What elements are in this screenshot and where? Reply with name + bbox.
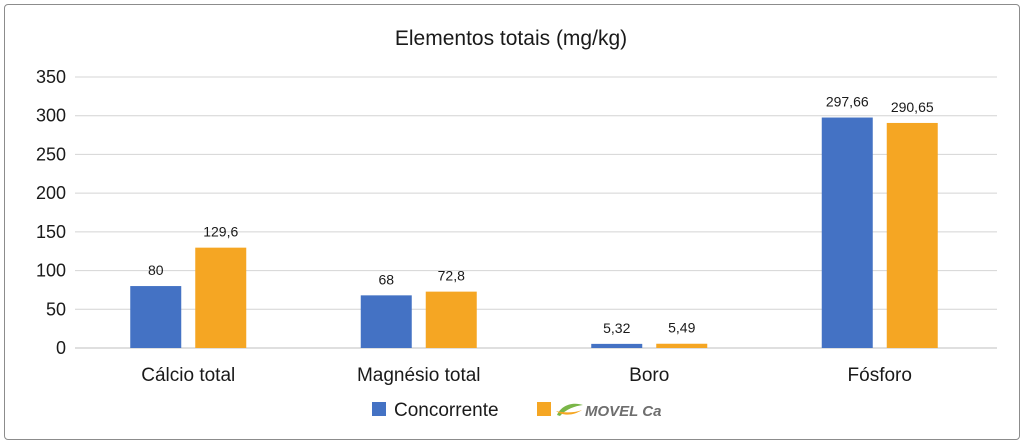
data-label: 68: [378, 271, 394, 287]
bar-movel-ca: [886, 122, 938, 348]
bars: [130, 117, 938, 348]
y-tick-label: 100: [36, 261, 66, 281]
y-tick-label: 300: [36, 106, 66, 126]
legend-swatch-concorrente: [372, 402, 386, 416]
y-tick-label: 200: [36, 183, 66, 203]
data-label: 80: [148, 262, 164, 278]
category-label: Cálcio total: [141, 365, 235, 386]
data-labels: 80 129,6 68 72,8 5,32 5,49 297,66 290,65: [148, 94, 934, 336]
data-label: 5,32: [603, 320, 630, 336]
bar-movel-ca: [195, 247, 247, 348]
bar-concorrente: [360, 295, 412, 348]
category-label: Boro: [629, 365, 669, 386]
data-label: 297,66: [826, 94, 869, 110]
y-tick-label: 350: [36, 67, 66, 87]
chart-title: Elementos totais (mg/kg): [395, 27, 627, 50]
data-label: 72,8: [438, 268, 465, 284]
bar-movel-ca: [656, 343, 708, 348]
data-label: 290,65: [891, 99, 934, 115]
legend-label-movel-ca: MOVEL Ca: [585, 403, 661, 420]
legend-swatch-movel-ca: [537, 402, 551, 416]
category-label: Fósforo: [848, 365, 912, 386]
bar-concorrente: [591, 343, 643, 348]
x-axis-categories: Cálcio total Magnésio total Boro Fósforo: [141, 365, 912, 386]
y-tick-label: 0: [56, 338, 66, 358]
leaf-swoosh-logo-icon: [556, 403, 583, 416]
data-label: 129,6: [203, 224, 238, 240]
bar-concorrente: [130, 286, 182, 348]
y-axis-ticks: 0 50 100 150 200 250 300 350: [36, 67, 66, 358]
bar-movel-ca: [425, 291, 477, 348]
y-tick-label: 150: [36, 222, 66, 242]
legend: Concorrente MOVEL Ca: [372, 400, 661, 421]
y-tick-label: 250: [36, 144, 66, 164]
y-tick-label: 50: [46, 299, 66, 319]
category-label: Magnésio total: [357, 365, 481, 386]
legend-label-concorrente: Concorrente: [394, 400, 499, 421]
data-label: 5,49: [668, 320, 695, 336]
bar-concorrente: [821, 117, 873, 348]
